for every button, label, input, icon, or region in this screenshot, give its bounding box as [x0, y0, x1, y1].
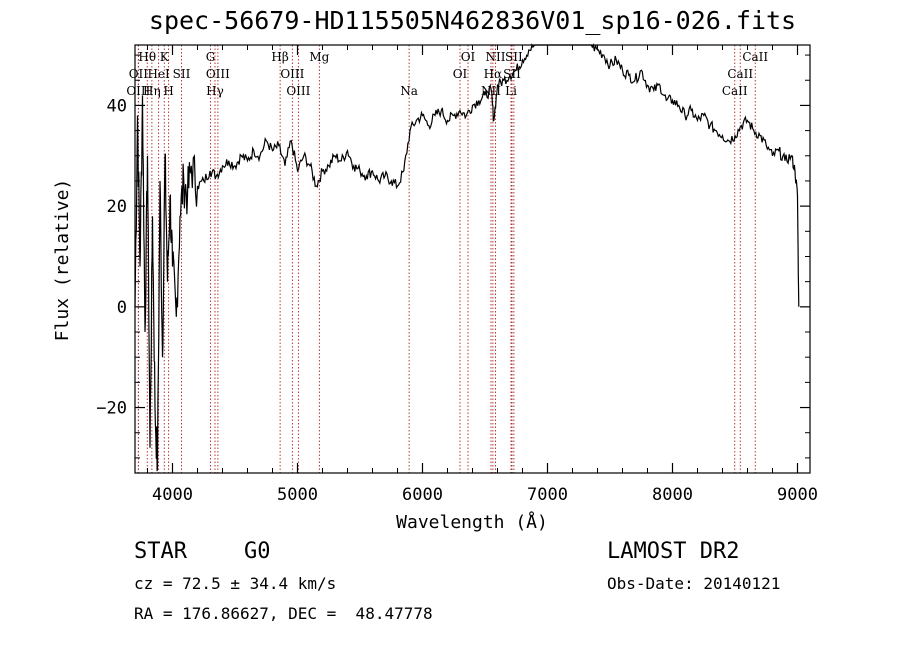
line-label: G — [206, 50, 216, 64]
x-axis-label: Wavelength (Å) — [396, 511, 548, 533]
y-tick-label: 20 — [107, 197, 127, 217]
x-tick-label: 5000 — [277, 485, 318, 505]
line-label: Hθ — [138, 50, 156, 64]
y-axis-label: Flux (relative) — [52, 179, 73, 342]
line-label: OI — [461, 50, 476, 64]
line-markers — [137, 45, 756, 473]
object-class: STAR — [134, 539, 187, 564]
x-tick-label: 7000 — [527, 485, 568, 505]
y-tick-label: 40 — [107, 96, 127, 116]
line-label: OIII — [286, 84, 310, 98]
line-label: SII — [505, 50, 523, 64]
line-label: OII — [129, 67, 149, 81]
x-tick-label: 6000 — [402, 485, 443, 505]
ra-dec: RA = 176.86627, DEC = 48.47778 — [134, 604, 433, 623]
line-label: H — [163, 84, 173, 98]
line-label: K — [160, 50, 170, 64]
line-label: Mg — [309, 50, 329, 64]
x-tick-label: 9000 — [777, 485, 818, 505]
line-label: CaII — [742, 50, 768, 64]
x-tick-label: 8000 — [652, 485, 693, 505]
line-label: Hη — [143, 84, 161, 98]
line-label: Hα — [484, 67, 503, 81]
x-tick-label: 4000 — [152, 485, 193, 505]
obs-date: Obs-Date: 20140121 — [607, 574, 781, 593]
line-label: NII — [486, 50, 506, 64]
axis-tick-labels: 4000 5000 6000 7000 8000 9000 −20 0 20 40 — [96, 96, 818, 505]
spectrum-line — [134, 43, 800, 472]
line-label: HeI — [147, 67, 170, 81]
line-label: Li — [505, 84, 517, 98]
object-subclass: G0 — [244, 539, 271, 564]
y-tick-label: −20 — [96, 399, 127, 419]
line-label: Hβ — [271, 50, 288, 64]
line-label: CaII — [727, 67, 753, 81]
line-label: SII — [173, 67, 191, 81]
redshift-cz: cz = 72.5 ± 34.4 km/s — [134, 574, 337, 593]
line-label: CaII — [722, 84, 748, 98]
survey-name: LAMOST DR2 — [607, 539, 740, 564]
line-label: Hγ — [206, 84, 224, 98]
line-label: OI — [453, 67, 468, 81]
y-tick-label: 0 — [117, 298, 127, 318]
line-label: OIII — [280, 67, 304, 81]
chart-title: spec-56679-HD115505N462836V01_sp16-026.f… — [148, 6, 797, 35]
line-label: OIII — [206, 67, 230, 81]
axis-ticks — [135, 45, 810, 473]
line-label: Na — [400, 84, 418, 98]
line-label: OIII — [126, 84, 150, 98]
